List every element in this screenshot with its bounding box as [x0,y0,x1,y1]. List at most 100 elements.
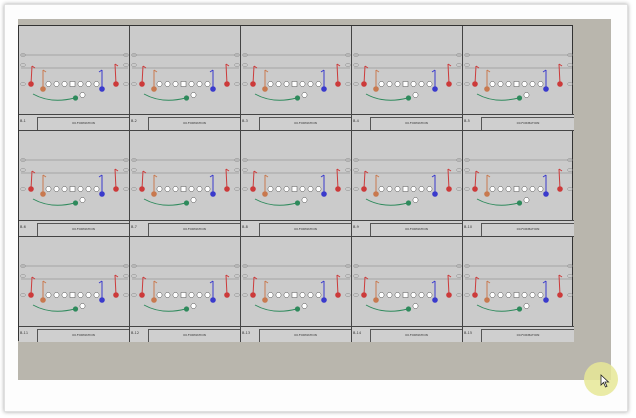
route-arrow [142,170,147,174]
playbook-sheet[interactable]: B-1 00.FORMATION B-2 00.FORMATION B-3 00.FORM… [18,25,574,342]
play-card[interactable]: B-12 00.FORMATION [130,236,241,342]
play-name-box: 00.FORMATION [148,117,240,131]
play-name-box: 00.FORMATION [370,222,462,236]
play-card[interactable]: B-9 00.FORMATION [352,131,463,237]
player-marker [139,186,145,193]
play-name: 00.FORMATION [294,226,317,231]
player-marker [489,81,496,87]
play-card[interactable]: B-10 00.FORMATION [463,131,574,237]
route-arrow [474,171,477,190]
hash-mark [123,53,129,57]
route-arrow [486,280,491,284]
player-marker [402,291,409,298]
route-arrow [98,174,103,178]
play-code: B-12 [131,330,140,335]
route-arrow [143,304,186,312]
hash-mark [131,53,137,57]
player-marker [543,296,549,303]
route-arrow [225,274,228,295]
player-marker [484,296,490,303]
player-marker [172,291,179,298]
play-card[interactable]: B-11 00.FORMATION [19,236,130,342]
player-marker [93,186,100,193]
play-diagram [20,263,129,312]
play-card[interactable]: B-15 00.FORMATION [463,237,574,342]
player-marker [557,81,563,87]
hash-mark [20,63,26,67]
route-arrow [252,276,255,295]
play-card[interactable]: B-1 00.FORMATION [19,26,130,132]
hash-mark [353,82,359,86]
hash-mark [464,292,470,297]
play-card-footer: B-10 00.FORMATION [463,219,574,236]
player-marker [386,291,393,298]
hash-mark [234,273,240,278]
route-arrow [558,63,561,85]
player-marker [79,92,86,98]
player-marker [99,86,105,92]
play-card[interactable]: B-3 00.FORMATION [241,26,352,132]
route-arrow [336,169,339,190]
player-marker [224,291,230,298]
player-marker [262,191,268,198]
play-card[interactable]: B-13 00.FORMATION [241,236,352,342]
route-arrow [114,63,117,85]
hash-mark [353,168,359,173]
player-marker [410,186,417,193]
play-card[interactable]: B-5 00.FORMATION [463,26,574,132]
player-marker [373,86,379,92]
player-marker [394,291,401,298]
player-marker [321,86,327,92]
route-arrow [363,276,366,295]
play-card[interactable]: B-8 00.FORMATION [241,131,352,237]
route-arrow [336,168,341,172]
route-arrow [114,274,119,278]
route-arrow [141,276,144,295]
player-marker [497,186,504,193]
hash-mark [234,187,240,192]
hash-mark [353,63,359,67]
hash-mark [131,82,137,86]
hash-mark [242,263,248,268]
player-marker [188,186,195,193]
play-diagram [464,263,573,312]
player-marker [204,186,211,193]
route-arrow [320,280,325,284]
player-marker [484,86,490,92]
hash-mark [20,82,26,86]
play-card[interactable]: B-2 00.FORMATION [130,26,241,132]
player-marker [77,186,84,193]
route-arrow [558,274,561,295]
player-marker [275,81,282,87]
route-arrow [225,63,228,85]
play-card[interactable]: B-4 00.FORMATION [352,26,463,132]
player-marker [72,306,79,312]
hash-mark [123,158,129,163]
hash-mark [567,187,573,192]
player-marker [378,81,385,87]
player-marker [521,291,528,298]
play-diagram [242,53,351,101]
route-arrow [365,93,408,101]
play-diagram [131,158,240,207]
play-code: B-6 [20,224,26,229]
play-name-box: 00.FORMATION [37,222,129,236]
play-card[interactable]: B-14 00.FORMATION [352,236,463,342]
player-marker [210,191,216,198]
play-code: B-1 [20,119,26,124]
play-card[interactable]: B-6 00.FORMATION [19,131,130,237]
play-card[interactable]: B-7 00.FORMATION [130,131,241,237]
route-arrow [320,174,325,178]
play-diagram [353,263,462,312]
player-marker [373,296,379,303]
play-name: 00.FORMATION [72,332,95,337]
play-card-footer: B-11 00.FORMATION [19,325,129,342]
play-card-footer: B-3 00.FORMATION [241,114,351,131]
player-marker [283,81,290,87]
play-diagram [242,158,351,207]
hash-mark [131,187,137,192]
player-marker [405,95,412,101]
hash-mark [123,82,129,86]
hash-mark [123,63,129,67]
route-arrow [264,174,269,178]
